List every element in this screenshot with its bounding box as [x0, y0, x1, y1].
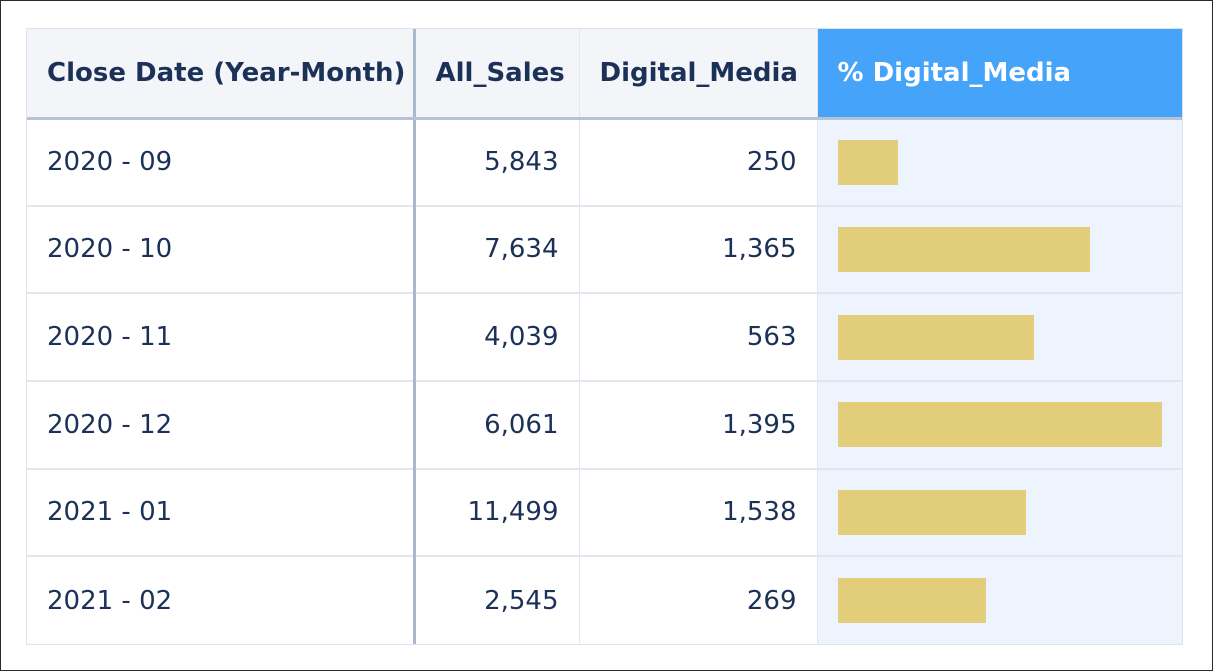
- cell-pct-digital-media: [817, 556, 1182, 644]
- pct-bar: [837, 139, 898, 185]
- cell-all-sales: 2,545: [414, 556, 580, 644]
- pct-bar: [837, 578, 987, 624]
- cell-close-date: 2020 - 11: [27, 293, 416, 382]
- table-row: 2021 - 01 11,499 1,538: [27, 468, 1182, 558]
- cell-digital-media: 1,395: [579, 380, 818, 470]
- table-header-row: Close Date (Year-Month) All_Sales Digita…: [27, 29, 1182, 120]
- cell-pct-digital-media: [817, 205, 1182, 295]
- pct-bar: [837, 402, 1162, 448]
- table-row: 2020 - 09 5,843 250: [27, 118, 1182, 207]
- table-row: 2020 - 10 7,634 1,365: [27, 205, 1182, 295]
- table-row: 2020 - 11 4,039 563: [27, 293, 1182, 382]
- cell-digital-media: 250: [579, 118, 818, 207]
- cell-pct-digital-media: [817, 468, 1182, 558]
- cell-all-sales: 7,634: [414, 205, 580, 295]
- column-header-close-date[interactable]: Close Date (Year-Month): [27, 29, 416, 120]
- cell-close-date: 2020 - 12: [27, 380, 416, 470]
- cell-digital-media: 269: [579, 556, 818, 644]
- pct-bar: [837, 314, 1034, 360]
- column-header-pct-digital-media[interactable]: % Digital_Media: [817, 29, 1182, 120]
- cell-digital-media: 1,365: [579, 205, 818, 295]
- cell-pct-digital-media: [817, 380, 1182, 470]
- table-row: 2020 - 12 6,061 1,395: [27, 380, 1182, 470]
- cell-all-sales: 6,061: [414, 380, 580, 470]
- sales-table-container: Close Date (Year-Month) All_Sales Digita…: [26, 28, 1183, 645]
- column-header-digital-media[interactable]: Digital_Media: [579, 29, 818, 120]
- cell-close-date: 2021 - 02: [27, 556, 416, 644]
- cell-close-date: 2020 - 09: [27, 118, 416, 207]
- table-row: 2021 - 02 2,545 269: [27, 556, 1182, 644]
- column-header-all-sales[interactable]: All_Sales: [414, 29, 580, 120]
- cell-all-sales: 11,499: [414, 468, 580, 558]
- pct-bar: [837, 489, 1027, 535]
- cell-all-sales: 5,843: [414, 118, 580, 207]
- cell-digital-media: 1,538: [579, 468, 818, 558]
- cell-digital-media: 563: [579, 293, 818, 382]
- table-body: 2020 - 09 5,843 250 2020 - 10 7,634 1,36…: [27, 118, 1182, 644]
- cell-all-sales: 4,039: [414, 293, 580, 382]
- sales-table: Close Date (Year-Month) All_Sales Digita…: [27, 29, 1182, 644]
- cell-close-date: 2021 - 01: [27, 468, 416, 558]
- cell-close-date: 2020 - 10: [27, 205, 416, 295]
- cell-pct-digital-media: [817, 293, 1182, 382]
- pct-bar: [837, 226, 1090, 272]
- cell-pct-digital-media: [817, 118, 1182, 207]
